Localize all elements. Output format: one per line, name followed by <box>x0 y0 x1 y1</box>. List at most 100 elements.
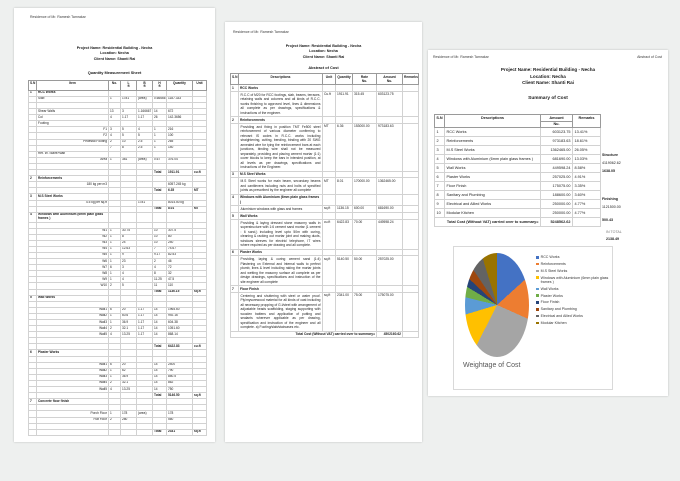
project-name: Project Name: Residential Building - Nec… <box>500 67 596 72</box>
summary-table-header: S.N Descriptions Amount Remarks Nu. <box>434 113 601 129</box>
cell <box>230 204 239 213</box>
legend-swatch-icon <box>536 314 539 318</box>
legend-swatch-icon <box>536 307 539 311</box>
table-row: Providing, laying & curing cement sand (… <box>230 255 419 286</box>
cell <box>322 193 336 206</box>
table-row: 6 Plaster Works <box>230 248 419 256</box>
cell: 6 <box>434 172 445 182</box>
cell: 681690.00 <box>376 204 403 213</box>
cell: 973183.63 <box>540 136 573 147</box>
cell: sq.ft <box>322 255 336 286</box>
cell: RCC Works <box>444 127 541 138</box>
cell: 175075.00 <box>376 291 403 332</box>
table-row: W6 1 23 2 46 <box>28 258 207 266</box>
table-row: 4 Windows with Aluminium (6mm plain glass… <box>230 193 419 206</box>
col-sn: S.N <box>230 73 239 85</box>
cell: 603123.75 <box>376 90 403 117</box>
legend-label: Plaster Works <box>540 293 563 298</box>
cell: 3.60% <box>572 189 601 200</box>
cell: 600.00 <box>352 204 377 213</box>
table-row: 2 Reinforcements <box>230 116 419 124</box>
cell: Providing and fixing in position TMT Fe5… <box>238 122 323 172</box>
cell: 175075.00 <box>540 181 573 191</box>
abstract-table-body: 1 RCC Works R.C.C of M20 for RCC footings,… <box>230 84 419 338</box>
table-row: Aluminium windows with glass and frames s… <box>230 204 419 213</box>
cell <box>120 428 137 436</box>
cell: sq.ft <box>322 204 336 213</box>
cell <box>108 428 121 436</box>
page-summary-of-cost: Residence of Mr. Ramesh Tamrakar Abstrac… <box>428 50 668 396</box>
cell: Electrical and Allied Works <box>444 198 541 209</box>
cell: 5 <box>434 163 445 174</box>
table-row: W8 1 4 8 32 <box>28 270 207 278</box>
sheet-title: Abstract of Cost <box>308 65 339 70</box>
cell: 250000.00 <box>540 198 573 209</box>
col-amount: Amount <box>540 114 573 122</box>
legend-label: Floor Finish <box>540 300 560 305</box>
cell <box>402 204 419 213</box>
table-row: Total Cost (Without VAT) carried over to… <box>230 330 419 338</box>
cell <box>192 211 207 223</box>
cell: 4 <box>434 154 445 165</box>
table-row: W2 1 8 10 80 <box>28 233 207 241</box>
cell: 26.05% <box>572 145 601 156</box>
cell: 153000.00 <box>352 122 377 172</box>
legend-label: Windows with Aluminium (6mm plain glass … <box>540 275 609 284</box>
project-location: Location: Necha <box>530 73 566 79</box>
cell: sq.ft <box>322 291 336 332</box>
cell: 4.77% <box>572 198 601 209</box>
grand-total-rate: 2138.49 <box>606 237 619 241</box>
table-row: Providing and fixing in position TMT Fe5… <box>230 122 419 172</box>
legend-label: Modular Kitchen <box>540 320 567 325</box>
pie-chart-container: RCC Works Reinforcements M.S Steel Works Wi… <box>453 246 613 390</box>
quantity-table: S.N Item No. L ft B ft H ft Quantity Uni… <box>28 80 207 436</box>
cell <box>230 122 239 172</box>
cell: 170000.00 <box>352 177 377 195</box>
col-amount: Amount Nu. <box>376 73 403 85</box>
legend-item: Sanitary and Plumbing <box>536 307 610 311</box>
abstract-table-header: S.N Descriptions Unit Quantity Rate Nu. … <box>230 73 419 85</box>
cell: 5248562.62 <box>540 216 573 227</box>
cell: Modular Kitchen <box>444 207 541 218</box>
cell <box>152 211 167 223</box>
cell: 13.41% <box>572 127 601 138</box>
cell <box>136 428 153 436</box>
cell: 1 <box>434 127 445 138</box>
table-row: Total 8.01 MT <box>28 205 207 213</box>
cell: 188600.00 <box>540 189 573 200</box>
cell: Windows with Aluminium (6mm plain glass … <box>238 193 323 206</box>
cell <box>230 291 239 332</box>
cell <box>376 193 403 206</box>
cell: 3 <box>434 145 445 156</box>
cell: 603123.75 <box>540 127 573 138</box>
legend-label: Reinforcements <box>540 262 566 267</box>
cell: 7 <box>434 181 445 191</box>
cell: 6422.83 <box>335 218 353 250</box>
abstract-table: S.N Descriptions Unit Quantity Rate Nu. … <box>230 73 419 338</box>
cell: 70.00 <box>352 218 377 250</box>
legend-label: Wall Works <box>540 286 559 291</box>
project-client: Client Name: Shanti Rai <box>522 80 574 86</box>
cell: 8.01 <box>335 177 353 195</box>
page-quantity-measurement-sheet: Residence of Mr. Ramesh Tamrakar Project… <box>14 8 215 442</box>
cell <box>230 90 239 117</box>
table-row: 4 Windows with Aluminium (6mm plain glass… <box>28 211 207 223</box>
col-descriptions: Descriptions <box>444 113 541 129</box>
cell: 8 <box>434 189 445 200</box>
cell <box>402 255 419 286</box>
project-client: Client Name: Shanti Rai <box>93 56 136 61</box>
cell <box>572 216 601 227</box>
cell <box>230 177 239 195</box>
grand-total-label: IN TOTAL <box>606 230 622 234</box>
cell: 1136.15 <box>335 204 353 213</box>
cell: cu.ft <box>322 218 336 250</box>
cell: Cu.ft <box>322 90 336 117</box>
table-row: 9 Electrical and Allied Works 250000.00 4.7… <box>434 198 601 209</box>
cell: Windows with Aluminium (6mm plain glass … <box>444 154 541 165</box>
cell <box>402 90 419 117</box>
project-location: Location: Necha <box>100 51 129 56</box>
table-row: 2 Reinforcements 973183.63 18.61% <box>434 136 601 147</box>
col-unit: Unit <box>192 80 207 91</box>
legend-label: Electrical and Allied Works <box>540 313 583 318</box>
cell <box>36 428 109 436</box>
